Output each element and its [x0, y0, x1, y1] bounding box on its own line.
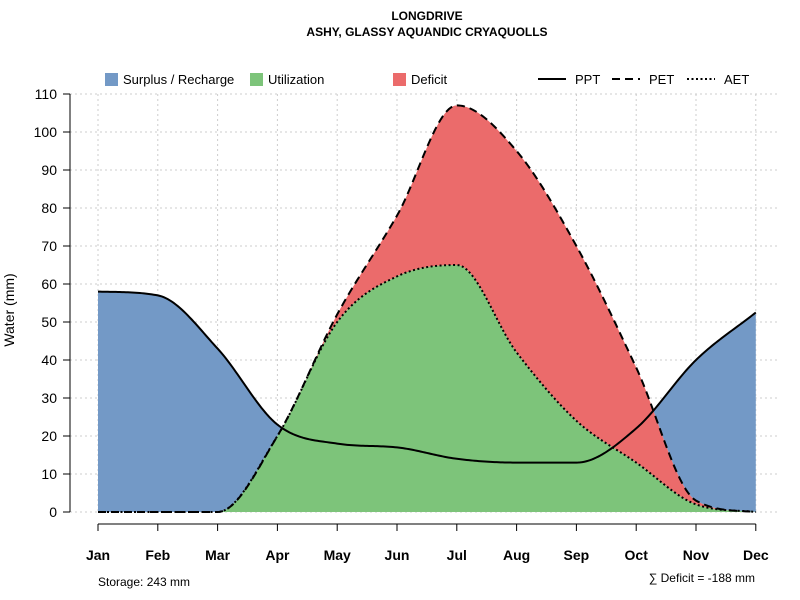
deficit-area: [98, 105, 756, 513]
x-tick-label-may: May: [324, 547, 351, 563]
deficit-note: ∑ Deficit = -188 mm: [649, 571, 755, 585]
x-tick-label-sep: Sep: [564, 547, 590, 563]
legend-swatch-utilization: [250, 73, 263, 86]
y-axis-label: Water (mm): [1, 273, 17, 346]
legend-label-aet: AET: [724, 72, 749, 87]
legend-label-pet: PET: [649, 72, 674, 87]
chart-subtitle: ASHY, GLASSY AQUANDIC CRYAQUOLLS: [306, 25, 547, 39]
x-tick-label-feb: Feb: [145, 547, 170, 563]
x-tick-label-dec: Dec: [743, 547, 769, 563]
legend-swatch-deficit: [393, 73, 406, 86]
legend-label-utilization: Utilization: [268, 72, 324, 87]
x-tick-label-jun: Jun: [385, 547, 410, 563]
series-lines: [97, 104, 757, 513]
chart-title: LONGDRIVE: [391, 9, 462, 23]
ppt-line: [97, 290, 757, 464]
y-tick-label: 100: [34, 124, 58, 140]
aet-line: [98, 263, 756, 513]
utilization-area: [98, 265, 756, 512]
y-tick-label: 20: [41, 428, 57, 444]
y-tick-label: 80: [41, 200, 57, 216]
axes: 0 10 20 30 40 50 60 70 80 90 100 110 Jan Feb Mar Apr May…: [34, 86, 769, 563]
legend: Surplus / Recharge Utilization Deficit PPT P…: [105, 72, 749, 87]
y-tick-label: 90: [41, 162, 57, 178]
y-tick-label: 110: [35, 86, 58, 102]
storage-note: Storage: 243 mm: [98, 575, 190, 589]
legend-label-deficit: Deficit: [411, 72, 448, 87]
y-tick-label: 0: [49, 504, 57, 520]
y-tick-label: 50: [41, 314, 57, 330]
area-fills: [98, 105, 756, 513]
y-tick-label: 70: [41, 238, 57, 254]
x-tick-label-apr: Apr: [265, 547, 290, 563]
x-tick-label-jul: Jul: [447, 547, 467, 563]
y-tick-label: 40: [41, 352, 57, 368]
y-tick-label: 10: [41, 466, 57, 482]
x-tick-label-nov: Nov: [683, 547, 710, 563]
legend-label-ppt: PPT: [575, 72, 600, 87]
x-tick-label-jan: Jan: [86, 547, 110, 563]
y-tick-label: 60: [41, 276, 57, 292]
x-tick-label-aug: Aug: [503, 547, 530, 563]
x-tick-label-oct: Oct: [625, 547, 649, 563]
surplus-recharge-area: [98, 291, 756, 512]
legend-label-surplus: Surplus / Recharge: [123, 72, 234, 87]
legend-swatch-surplus: [105, 73, 118, 86]
y-tick-label: 30: [41, 390, 57, 406]
x-tick-label-mar: Mar: [205, 547, 230, 563]
